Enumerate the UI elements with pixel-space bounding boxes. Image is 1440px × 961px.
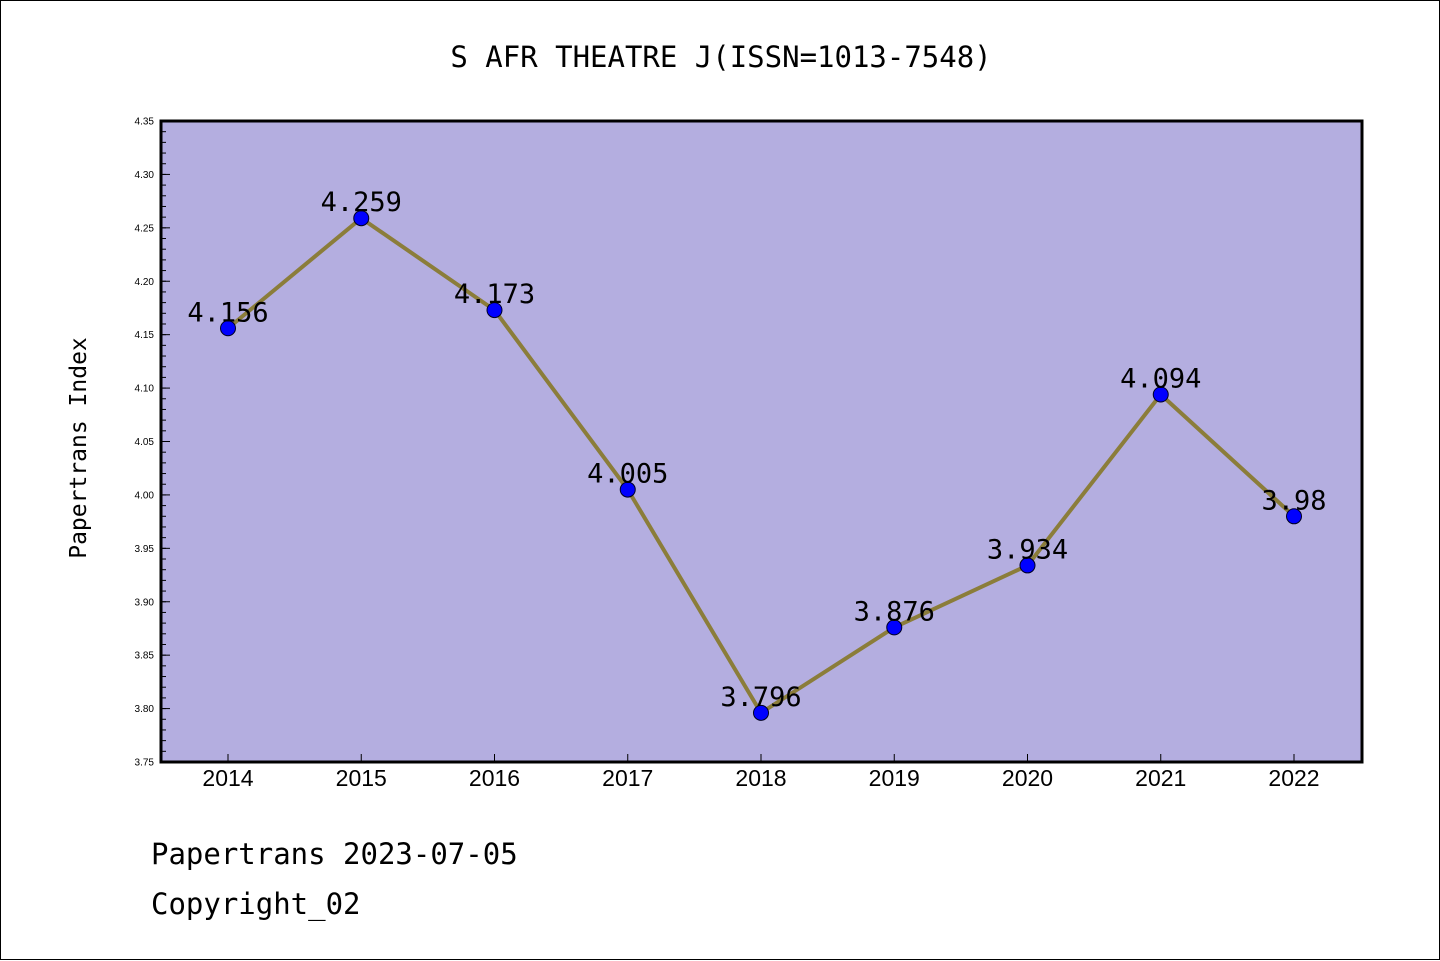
y-tick-label: 4.05 bbox=[135, 437, 155, 448]
x-tick-label: 2014 bbox=[202, 765, 253, 791]
x-tick-label: 2018 bbox=[735, 765, 786, 791]
chart-title: S AFR THEATRE J(ISSN=1013-7548) bbox=[450, 40, 991, 74]
data-point-marker bbox=[619, 481, 636, 498]
footer-generated-date: Papertrans 2023-07-05 bbox=[151, 837, 518, 871]
data-label: 4.259 bbox=[321, 187, 402, 218]
data-label: 4.005 bbox=[587, 459, 668, 490]
plot-area bbox=[159, 119, 1364, 764]
y-axis-label: Papertrans Index bbox=[66, 337, 92, 559]
data-label: 4.156 bbox=[187, 297, 268, 328]
data-label: 3.796 bbox=[720, 682, 801, 713]
y-tick-label: 4.25 bbox=[135, 223, 155, 234]
series-group: 4.156 4.259 4.173 4.005 3.796 3.876 3.934 4.094… bbox=[187, 187, 1327, 721]
y-tick-label: 3.80 bbox=[135, 704, 155, 715]
y-tick-label: 3.90 bbox=[135, 597, 155, 608]
y-tick-label: 4.20 bbox=[135, 277, 155, 288]
footer-copyright: Copyright_02 bbox=[151, 887, 361, 921]
data-point-marker bbox=[1286, 508, 1302, 525]
data-label: 3.934 bbox=[987, 534, 1068, 565]
x-tick-label: 2017 bbox=[602, 765, 653, 791]
data-point-marker bbox=[886, 619, 903, 636]
data-label: 3.876 bbox=[854, 596, 935, 627]
y-tick-label: 4.00 bbox=[135, 490, 155, 501]
y-tick-label: 4.30 bbox=[135, 170, 155, 181]
y-tick-label: 4.10 bbox=[135, 384, 155, 395]
data-label: 4.173 bbox=[454, 279, 535, 310]
data-point-marker bbox=[353, 210, 370, 227]
y-tick-label: 3.85 bbox=[135, 651, 155, 662]
data-label: 4.094 bbox=[1120, 363, 1201, 394]
data-point-marker bbox=[486, 302, 503, 319]
data-point-marker bbox=[753, 704, 769, 721]
data-point-marker bbox=[1019, 557, 1036, 574]
y-tick-label: 4.15 bbox=[135, 330, 155, 341]
x-tick-label: 2016 bbox=[469, 765, 520, 791]
x-axis-ticks: 2014 2015 2016 2017 2018 2019 2020 2021 2022 bbox=[202, 754, 1320, 791]
y-tick-label: 3.95 bbox=[135, 544, 155, 555]
y-tick-label: 4.35 bbox=[135, 117, 155, 128]
x-tick-label: 2019 bbox=[869, 765, 920, 791]
data-label: 3.98 bbox=[1261, 485, 1326, 516]
x-tick-label: 2021 bbox=[1135, 765, 1186, 791]
x-tick-label: 2020 bbox=[1002, 765, 1053, 791]
x-tick-label: 2022 bbox=[1268, 765, 1319, 791]
y-axis-ticks: 3.75 3.80 3.85 3.90 3.95 4.00 4.05 4.10 4.15 4.20… bbox=[135, 117, 170, 769]
data-point-marker bbox=[220, 320, 236, 337]
y-tick-label: 3.75 bbox=[135, 758, 155, 769]
data-point-marker bbox=[1152, 386, 1169, 403]
x-tick-label: 2015 bbox=[336, 765, 387, 791]
